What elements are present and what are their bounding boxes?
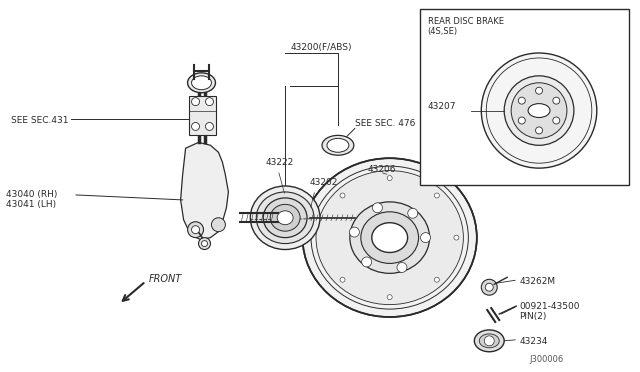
Circle shape	[191, 226, 200, 234]
Circle shape	[205, 122, 214, 131]
Text: PIN(2): PIN(2)	[519, 312, 547, 321]
Circle shape	[340, 193, 345, 198]
Circle shape	[481, 279, 497, 295]
Circle shape	[211, 218, 225, 232]
Text: 00921-43500: 00921-43500	[519, 302, 580, 311]
Text: 43207: 43207	[428, 102, 456, 111]
Circle shape	[536, 87, 543, 94]
Ellipse shape	[250, 186, 320, 250]
Circle shape	[485, 283, 493, 291]
Text: 43222: 43222	[265, 158, 294, 167]
Ellipse shape	[361, 212, 419, 263]
Ellipse shape	[327, 138, 349, 152]
Circle shape	[518, 117, 525, 124]
Circle shape	[362, 257, 372, 267]
Circle shape	[435, 193, 439, 198]
Circle shape	[191, 122, 200, 131]
Text: 43041 (LH): 43041 (LH)	[6, 200, 56, 209]
Ellipse shape	[528, 104, 550, 118]
Circle shape	[454, 235, 459, 240]
Circle shape	[536, 127, 543, 134]
Circle shape	[553, 117, 560, 124]
Text: SEE SEC.431: SEE SEC.431	[12, 116, 69, 125]
Circle shape	[191, 98, 200, 106]
Circle shape	[484, 336, 494, 346]
Circle shape	[340, 277, 345, 282]
Circle shape	[397, 263, 407, 272]
Ellipse shape	[303, 158, 477, 317]
Circle shape	[481, 53, 596, 168]
Text: 43202: 43202	[310, 178, 339, 187]
Circle shape	[553, 97, 560, 104]
Circle shape	[511, 83, 567, 138]
Bar	[189, 96, 216, 135]
Ellipse shape	[316, 171, 463, 305]
Bar	[420, 9, 628, 185]
Polygon shape	[180, 142, 228, 240]
Circle shape	[202, 241, 207, 247]
Text: 43234: 43234	[519, 337, 547, 346]
Ellipse shape	[270, 204, 300, 231]
Text: 43200(F/ABS): 43200(F/ABS)	[290, 43, 351, 52]
Text: J300006: J300006	[529, 355, 563, 364]
Circle shape	[198, 238, 211, 250]
Circle shape	[349, 227, 360, 237]
Circle shape	[504, 76, 574, 145]
Circle shape	[372, 203, 383, 213]
Ellipse shape	[474, 330, 504, 352]
Ellipse shape	[479, 334, 499, 348]
Ellipse shape	[263, 198, 307, 238]
Text: 43206: 43206	[368, 165, 396, 174]
Text: 43040 (RH): 43040 (RH)	[6, 190, 58, 199]
Text: 43262M: 43262M	[519, 277, 556, 286]
Circle shape	[518, 97, 525, 104]
Ellipse shape	[322, 135, 354, 155]
Ellipse shape	[256, 192, 314, 244]
Circle shape	[188, 222, 204, 238]
Text: (4S,SE): (4S,SE)	[428, 27, 458, 36]
Ellipse shape	[188, 73, 216, 93]
Ellipse shape	[350, 202, 429, 273]
Ellipse shape	[277, 211, 293, 225]
Text: FRONT: FRONT	[148, 274, 182, 284]
Circle shape	[387, 176, 392, 180]
Circle shape	[420, 232, 431, 243]
Ellipse shape	[191, 76, 211, 90]
Circle shape	[387, 295, 392, 299]
Ellipse shape	[372, 223, 408, 253]
Circle shape	[205, 98, 214, 106]
Text: SEE SEC. 476: SEE SEC. 476	[355, 119, 415, 128]
Text: REAR DISC BRAKE: REAR DISC BRAKE	[428, 17, 504, 26]
Circle shape	[435, 277, 439, 282]
Circle shape	[408, 208, 418, 218]
